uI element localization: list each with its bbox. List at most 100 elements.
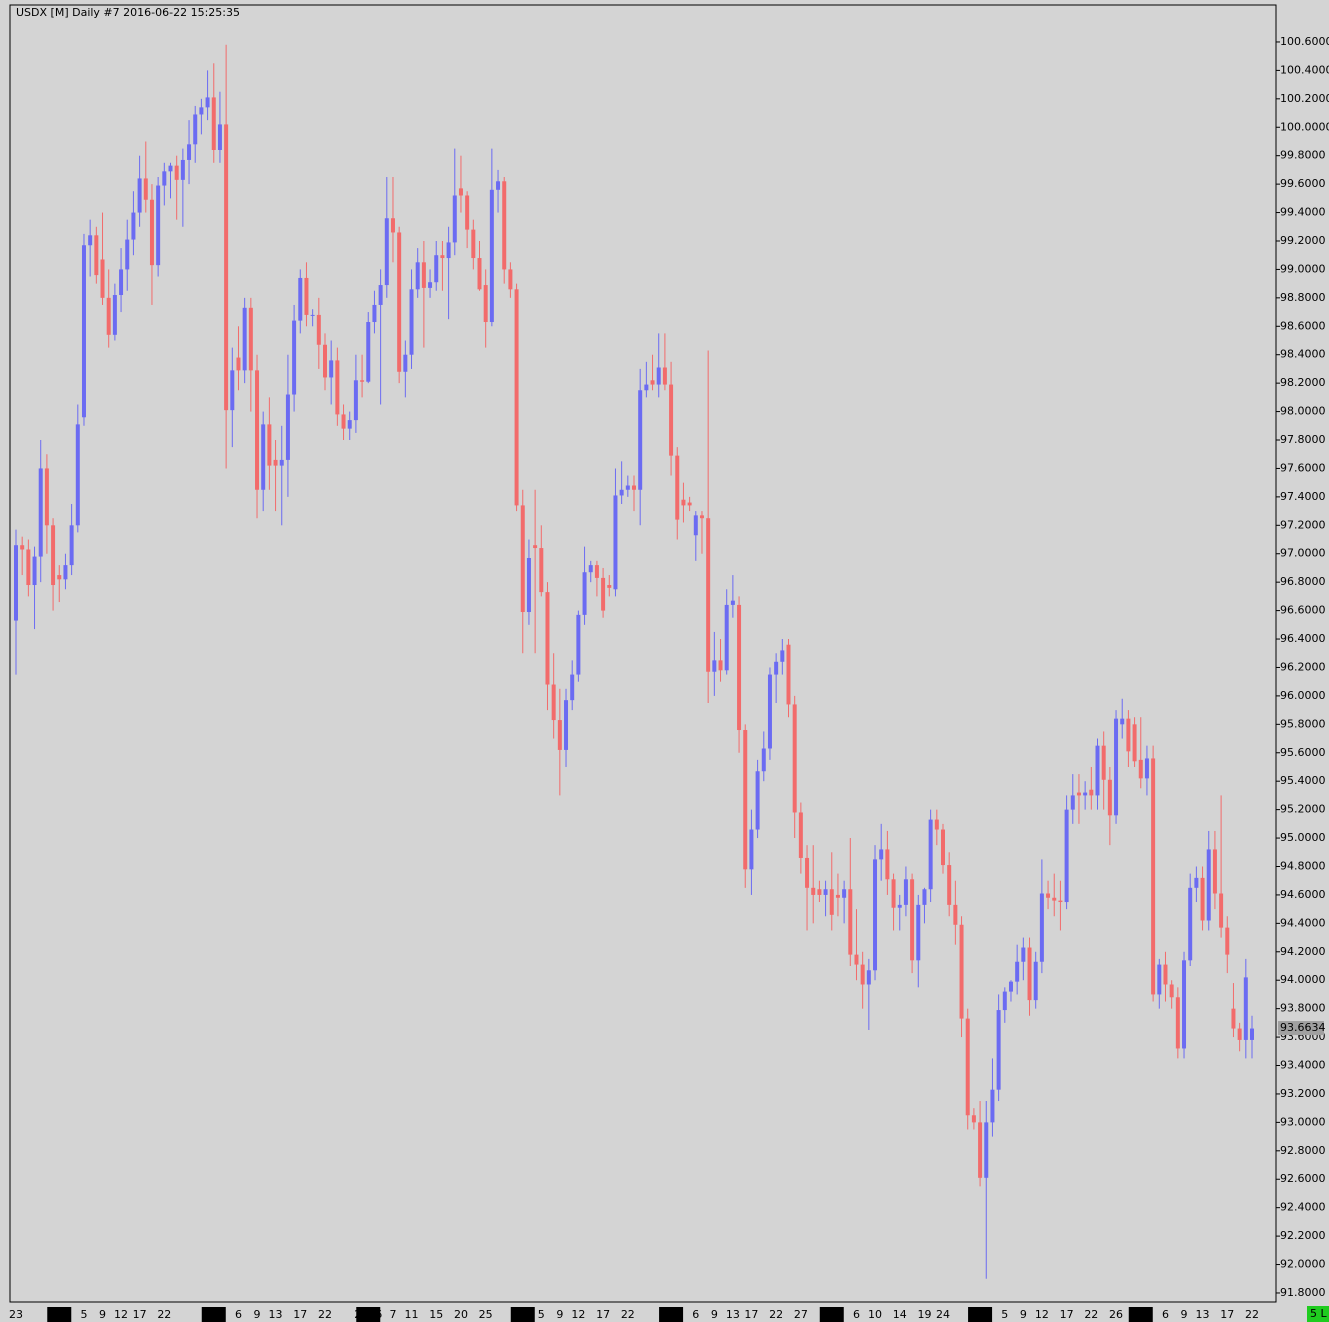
candle-body (1101, 745, 1106, 780)
candle-body (440, 255, 445, 259)
candle-body (63, 565, 68, 580)
candle-body (1219, 893, 1224, 928)
x-tick-label: 22 (621, 1308, 635, 1321)
y-tick-label: 96.8000 (1280, 575, 1326, 588)
candle-body (38, 468, 43, 557)
candle-body (656, 367, 661, 385)
x-tick-label: 22 (769, 1308, 783, 1321)
candle-body (378, 285, 383, 305)
candle-body (421, 262, 426, 288)
candle-body (1070, 795, 1075, 810)
x-tick-label: Jun (1131, 1308, 1149, 1321)
x-tick-label: May (969, 1308, 992, 1321)
y-tick-label: 96.0000 (1280, 689, 1326, 702)
candle-body (199, 107, 204, 115)
x-tick-label: 17 (1220, 1308, 1234, 1321)
candle-body (112, 295, 117, 335)
x-tick-label: 9 (556, 1308, 563, 1321)
candle-body (137, 178, 142, 213)
candle-body (1046, 893, 1051, 898)
candle-body (848, 889, 853, 955)
candle-body (100, 259, 105, 298)
x-tick-label: Mar (661, 1308, 682, 1321)
candle-body (706, 518, 711, 672)
candle-body (261, 424, 266, 490)
candle-body (174, 165, 179, 180)
candle-body (1052, 897, 1057, 901)
candle-body (1002, 991, 1007, 1011)
y-tick-label: 96.4000 (1280, 632, 1326, 645)
x-tick-label: 5 (80, 1308, 87, 1321)
candle-body (255, 370, 260, 490)
candle-body (1182, 960, 1187, 1049)
candle-body (94, 235, 99, 276)
candle-body (205, 97, 210, 108)
y-tick-label: 98.8000 (1280, 291, 1326, 304)
candle-body (576, 614, 581, 675)
candle-body (984, 1122, 989, 1178)
x-tick-label: 11 (405, 1308, 419, 1321)
x-tick-label: 6 (853, 1308, 860, 1321)
candle-body (514, 289, 519, 506)
x-tick-label: 17 (744, 1308, 758, 1321)
candle-body (465, 195, 470, 230)
y-tick-label: 93.8000 (1280, 1002, 1326, 1015)
candle-body (842, 889, 847, 898)
candle-body (106, 297, 111, 335)
y-tick-label: 92.6000 (1280, 1172, 1326, 1185)
candle-body (131, 212, 136, 240)
x-tick-label: 12 (571, 1308, 585, 1321)
y-tick-label: 99.4000 (1280, 206, 1326, 219)
x-tick-label: 6 (235, 1308, 242, 1321)
y-tick-label: 92.2000 (1280, 1229, 1326, 1242)
y-tick-label: 100.2000 (1280, 92, 1329, 105)
candle-body (1076, 792, 1081, 796)
candle-body (767, 674, 772, 749)
candle-body (1157, 964, 1162, 995)
candle-body (403, 354, 408, 372)
candle-body (1144, 758, 1149, 779)
y-tick-label: 94.2000 (1280, 945, 1326, 958)
candle-body (230, 370, 235, 411)
candle-body (143, 178, 148, 200)
x-tick-label: 19 (917, 1308, 931, 1321)
y-tick-label: 91.8000 (1280, 1286, 1326, 1299)
candle-body (1132, 724, 1137, 762)
candle-body (564, 700, 569, 750)
candle-body (545, 592, 550, 685)
candle-body (279, 459, 284, 466)
x-label-bg (201, 1307, 226, 1322)
candle-body (1225, 927, 1230, 955)
candle-body (644, 384, 649, 391)
candle-body (384, 218, 389, 286)
x-tick-label: 9 (711, 1308, 718, 1321)
candle-body (662, 367, 667, 385)
y-tick-label: 97.8000 (1280, 433, 1326, 446)
x-tick-label: 7 (389, 1308, 396, 1321)
x-label-bg (659, 1307, 684, 1322)
candle-body (996, 1010, 1001, 1090)
y-tick-label: 99.6000 (1280, 177, 1326, 190)
candle-body (1027, 947, 1032, 1001)
x-tick-label: 24 (936, 1308, 950, 1321)
candle-body (483, 285, 488, 323)
candle-body (1107, 779, 1112, 816)
y-tick-label: 95.4000 (1280, 774, 1326, 787)
candle-body (335, 360, 340, 415)
candle-body (14, 545, 18, 621)
candle-body (959, 924, 964, 1019)
candle-body (81, 245, 86, 418)
candle-body (360, 380, 365, 382)
y-tick-label: 99.2000 (1280, 234, 1326, 247)
candle-body (897, 904, 902, 908)
candle-body (20, 545, 25, 550)
x-tick-label: 22 (1084, 1308, 1098, 1321)
candle-body (390, 218, 395, 233)
x-tick-label: 9 (1020, 1308, 1027, 1321)
candle-body (347, 420, 352, 429)
candle-body (953, 904, 958, 925)
y-tick-label: 97.6000 (1280, 461, 1326, 474)
y-tick-label: 97.0000 (1280, 547, 1326, 560)
candle-body (1008, 981, 1013, 992)
candle-body (594, 565, 599, 578)
